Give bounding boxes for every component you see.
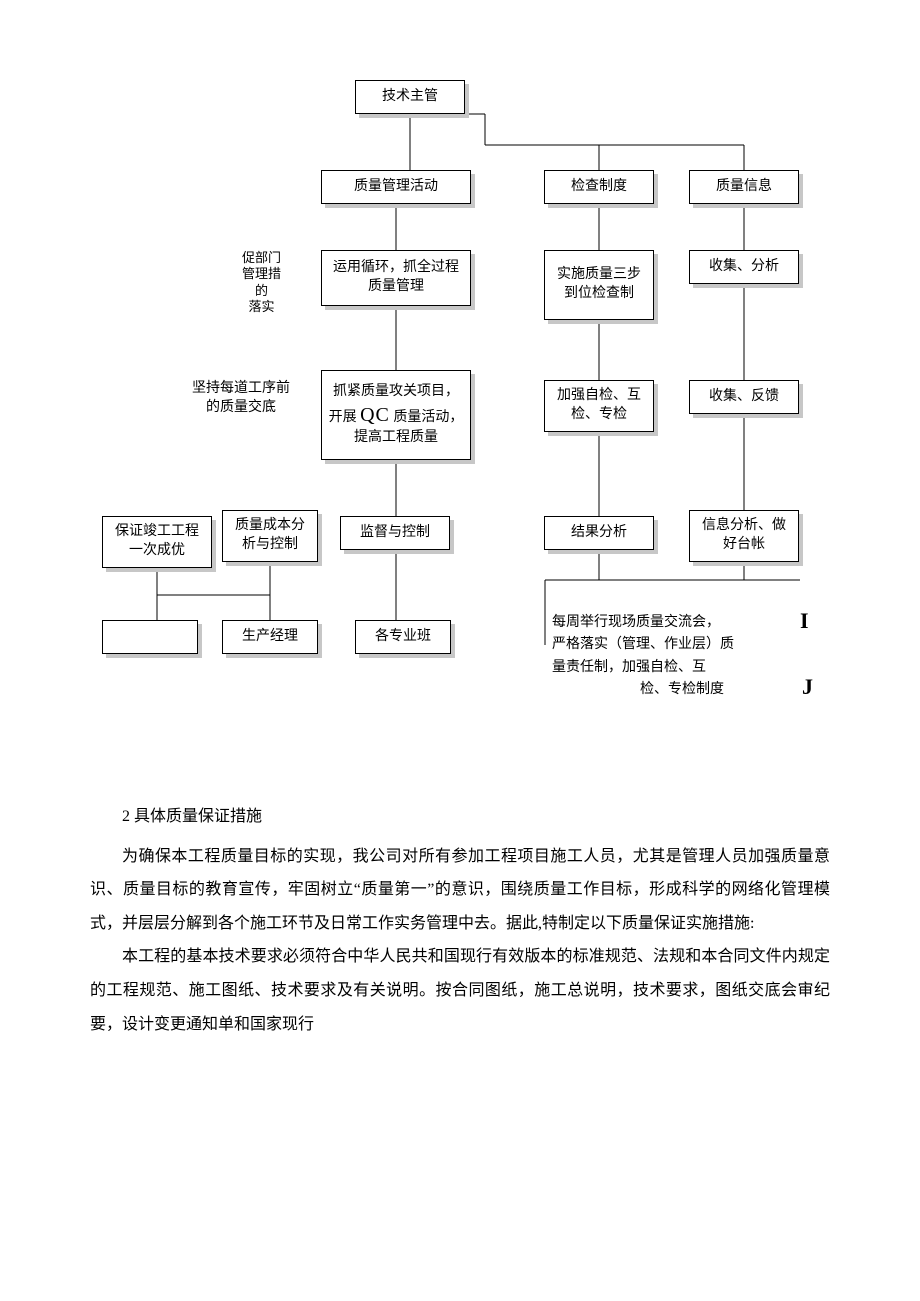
flowchart-node-n_a3: 抓紧质量攻关项目，开展 QC 质量活动，提高工程质量 — [321, 370, 471, 460]
flowchart-node-n_b4: 结果分析 — [544, 516, 654, 550]
flowchart-node-n_b3: 加强自检、互检、专检 — [544, 380, 654, 432]
flowchart-node-n_a2: 运用循环，抓全过程质量管理 — [321, 250, 471, 306]
flowchart-ghost-box — [102, 620, 198, 654]
note-block: 每周举行现场质量交流会，严格落实（管理、作业层）质量责任制，加强自检、互检、专检… — [552, 612, 812, 702]
flowchart-node-n_b5: 生产经理 — [222, 620, 318, 654]
paragraph-1: 为确保本工程质量目标的实现，我公司对所有参加工程项目施工人员，尤其是管理人员加强… — [90, 840, 830, 941]
flowchart-node-n_l4a: 保证竣工工程一次成优 — [102, 516, 212, 568]
flowchart-node-n_c3: 收集、反馈 — [689, 380, 799, 414]
flowchart-node-n_a5: 各专业班 — [355, 620, 451, 654]
section-heading: 2 具体质量保证措施 — [90, 800, 830, 834]
flowchart-node-n_b2: 实施质量三步到位检查制 — [544, 250, 654, 320]
flowchart-node-n_a1: 质量管理活动 — [321, 170, 471, 204]
flowchart-node-n_c4: 信息分析、做好台帐 — [689, 510, 799, 562]
note-marker-bottom: J — [802, 674, 813, 700]
side-label-1: 促部门管理措的落实 — [242, 250, 281, 315]
paragraph-2: 本工程的基本技术要求必须符合中华人民共和国现行有效版本的标准规范、法规和本合同文… — [90, 940, 830, 1041]
flowchart-node-n_b1: 检查制度 — [544, 170, 654, 204]
flowchart-node-n_c1: 质量信息 — [689, 170, 799, 204]
flowchart-diagram: 技术主管质量管理活动 检查制度 质量信息运用循环，抓全过程质量管理 实施质量三步到位检… — [0, 0, 920, 780]
flowchart-node-n_c2: 收集、分析 — [689, 250, 799, 284]
flowchart-node-n_a4: 监督与控制 — [340, 516, 450, 550]
note-marker-top: I — [800, 608, 809, 634]
flowchart-node-n_l4b: 质量成本分析与控制 — [222, 510, 318, 562]
side-label-2: 坚持每道工序前的质量交底 — [186, 380, 296, 418]
flowchart-node-n_top: 技术主管 — [355, 80, 465, 114]
document-body: 2 具体质量保证措施 为确保本工程质量目标的实现，我公司对所有参加工程项目施工人… — [0, 780, 920, 1101]
